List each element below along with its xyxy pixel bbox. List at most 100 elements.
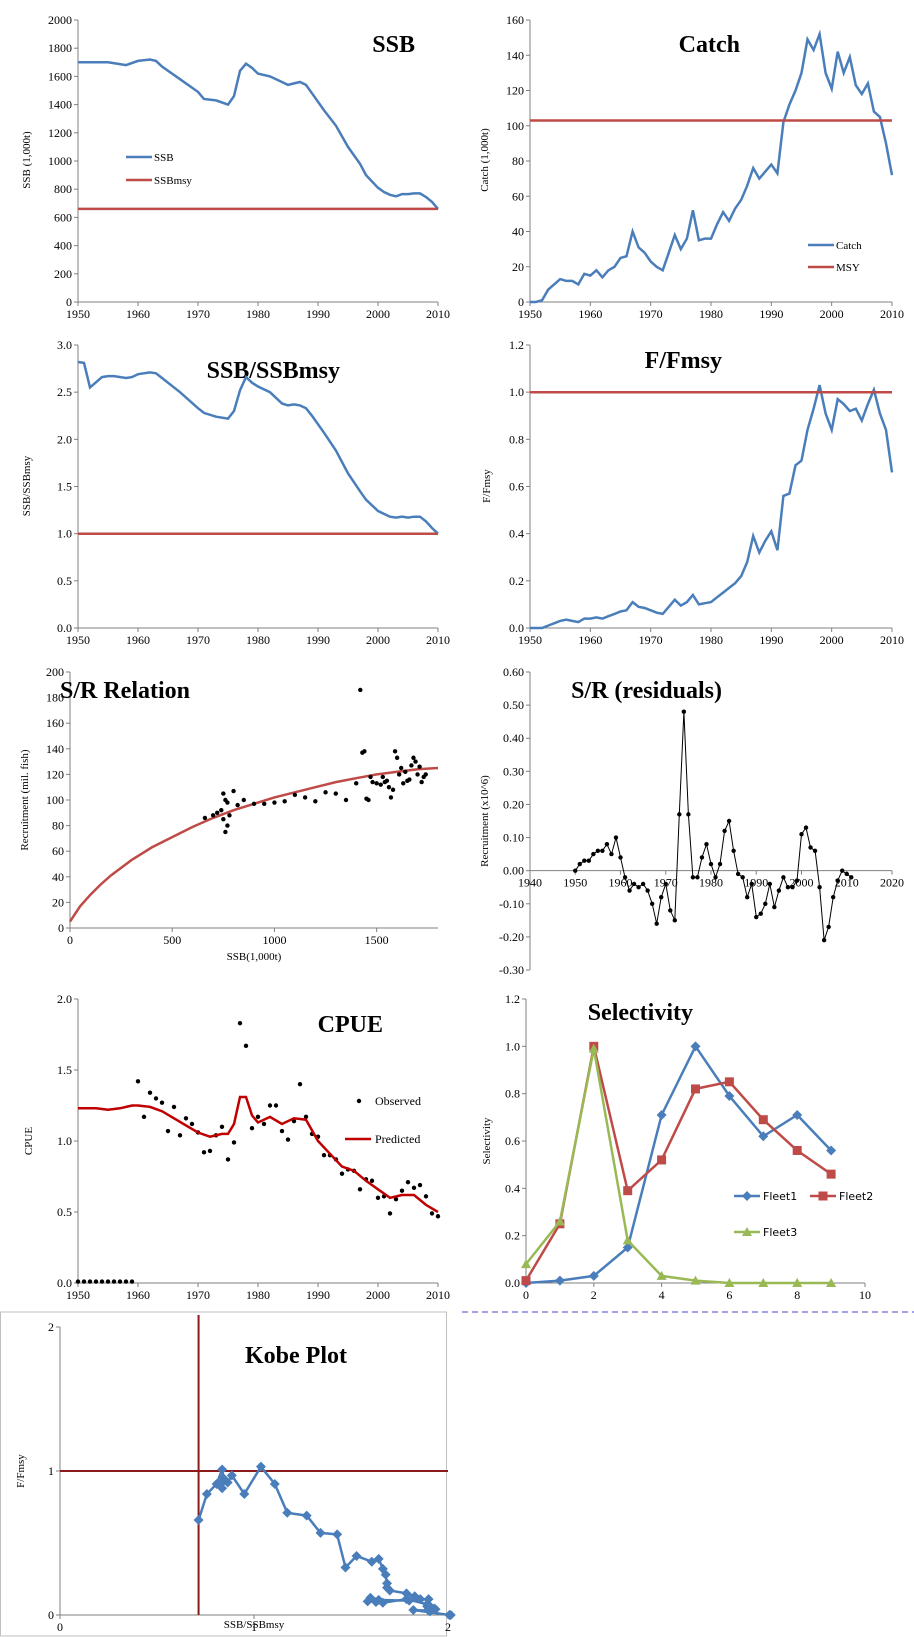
diamond-marker [758, 1131, 769, 1142]
y-tick-label: 800 [54, 182, 72, 196]
y-tick-label: 0.8 [505, 1087, 520, 1101]
data-point [399, 765, 404, 771]
residual-point [749, 881, 754, 887]
x-tick-label: 2 [445, 1620, 451, 1634]
y-tick-label: 0.0 [57, 1276, 72, 1290]
y-axis-label: Recruitment (x10^6) [479, 775, 491, 867]
y-tick-label: 0.50 [503, 698, 524, 712]
x-tick-label: 2 [591, 1288, 597, 1302]
residual-point [573, 868, 578, 873]
data-point [354, 781, 359, 786]
y-tick-label: 400 [54, 239, 72, 253]
y-tick-label: 0.60 [503, 665, 524, 679]
residual-point [586, 858, 592, 863]
x-tick-label: 2010 [426, 633, 450, 647]
y-tick-label: 1200 [48, 126, 72, 140]
y-tick-label: 180 [46, 691, 64, 705]
y-tick-label: 0 [518, 295, 524, 309]
data-point [223, 797, 228, 803]
y-axis-label: Catch (1,000t) [479, 128, 491, 192]
legend-label: Fleet1 [763, 1190, 797, 1203]
observed-point [225, 1157, 231, 1162]
residual-point [627, 888, 632, 893]
square-marker [826, 1169, 836, 1179]
stock-recruit-curve [68, 766, 439, 923]
chart-kobe: 0 1 2 0 1 2 Kobe Plot F/Fmsy SSB/SSBmsy [0, 1311, 456, 1637]
y-axis-label: F/Fmsy [15, 1454, 27, 1488]
diamond-marker [724, 1091, 735, 1102]
x-tick-label: 0 [57, 1620, 63, 1634]
y-tick-label: 100 [46, 793, 64, 807]
x-tick-label: 1000 [262, 933, 286, 947]
y-tick-label: 1.0 [509, 385, 524, 399]
chart-ssb-ratio: 1950 1960 1970 1980 1990 2000 2010 0.0 0.5 1.0 1.5… [21, 338, 450, 647]
data-point [333, 791, 338, 796]
data-point [374, 781, 379, 786]
observed-point [147, 1090, 153, 1095]
y-axis-label: CPUE [23, 1127, 35, 1155]
residual-point [677, 812, 682, 817]
diamond-marker [217, 1464, 228, 1475]
x-tick-label: 2010 [426, 1288, 450, 1302]
observed-point [75, 1279, 81, 1284]
observed-point [93, 1279, 99, 1284]
triangle-marker [758, 1278, 769, 1287]
x-tick-label: 1960 [609, 876, 633, 890]
residual-point [785, 885, 791, 890]
observed-point [207, 1148, 213, 1154]
observed-point [183, 1116, 189, 1121]
residual-point [830, 894, 836, 900]
y-tick-label: 0 [58, 921, 64, 935]
diamond-marker [554, 1275, 565, 1286]
diamond-marker [201, 1489, 212, 1500]
residual-point [735, 871, 741, 877]
observed-point [219, 1124, 225, 1130]
y-tick-label: 0.2 [505, 1229, 520, 1243]
observed-point [177, 1133, 183, 1138]
residual-point [704, 841, 709, 847]
y-tick-label: 80 [52, 819, 64, 833]
x-tick-label: 2010 [426, 307, 450, 321]
residual-point [849, 875, 854, 880]
y-tick-label: 140 [46, 742, 64, 756]
x-tick-label: 1950 [66, 307, 90, 321]
legend-label: Predicted [375, 1132, 420, 1146]
y-tick-label: 0.20 [503, 797, 524, 811]
residual-point [631, 881, 637, 887]
residual-point [812, 848, 818, 853]
square-marker [758, 1115, 768, 1125]
data-point [343, 797, 349, 803]
data-point [302, 795, 308, 800]
legend-marker [742, 1227, 752, 1236]
observed-point [111, 1279, 117, 1284]
y-tick-label: 0 [48, 1608, 54, 1622]
diamond-marker [370, 1597, 381, 1608]
y-tick-label: 2.5 [57, 385, 72, 399]
x-tick-label: 1970 [186, 633, 210, 647]
chart-catch: 1950 1960 1970 1980 1990 2000 2010 0 20 40 60 80 100… [479, 13, 904, 321]
y-tick-label: 40 [512, 225, 524, 239]
y-tick-label: 0.0 [509, 621, 524, 635]
observed-point [231, 1140, 237, 1145]
observed-point [273, 1103, 279, 1108]
x-tick-label: 1990 [744, 876, 768, 890]
observed-point [399, 1188, 405, 1193]
x-tick-label: 2010 [880, 307, 904, 321]
y-tick-label: 80 [512, 154, 524, 168]
x-tick-label: 10 [859, 1288, 871, 1302]
y-tick-label: 1.2 [509, 338, 524, 352]
observed-point [279, 1128, 285, 1134]
residual-point [767, 881, 773, 887]
observed-point [411, 1185, 417, 1191]
y-tick-label: 0.40 [503, 731, 524, 745]
chart-selectivity: 0 2 4 6 8 10 0.0 0.2 0.4 0.6 0.8 1.0 1.2 Selectivity S… [481, 992, 873, 1302]
residual-point [636, 885, 641, 890]
residual-point [582, 858, 587, 863]
triangle-marker [622, 1235, 633, 1245]
data-point [368, 774, 373, 780]
x-tick-label: 1990 [306, 1288, 330, 1302]
diamond-marker [373, 1553, 384, 1564]
y-tick-label: -0.20 [499, 930, 524, 944]
x-tick-label: 500 [163, 933, 181, 947]
x-tick-label: 0 [67, 933, 73, 947]
